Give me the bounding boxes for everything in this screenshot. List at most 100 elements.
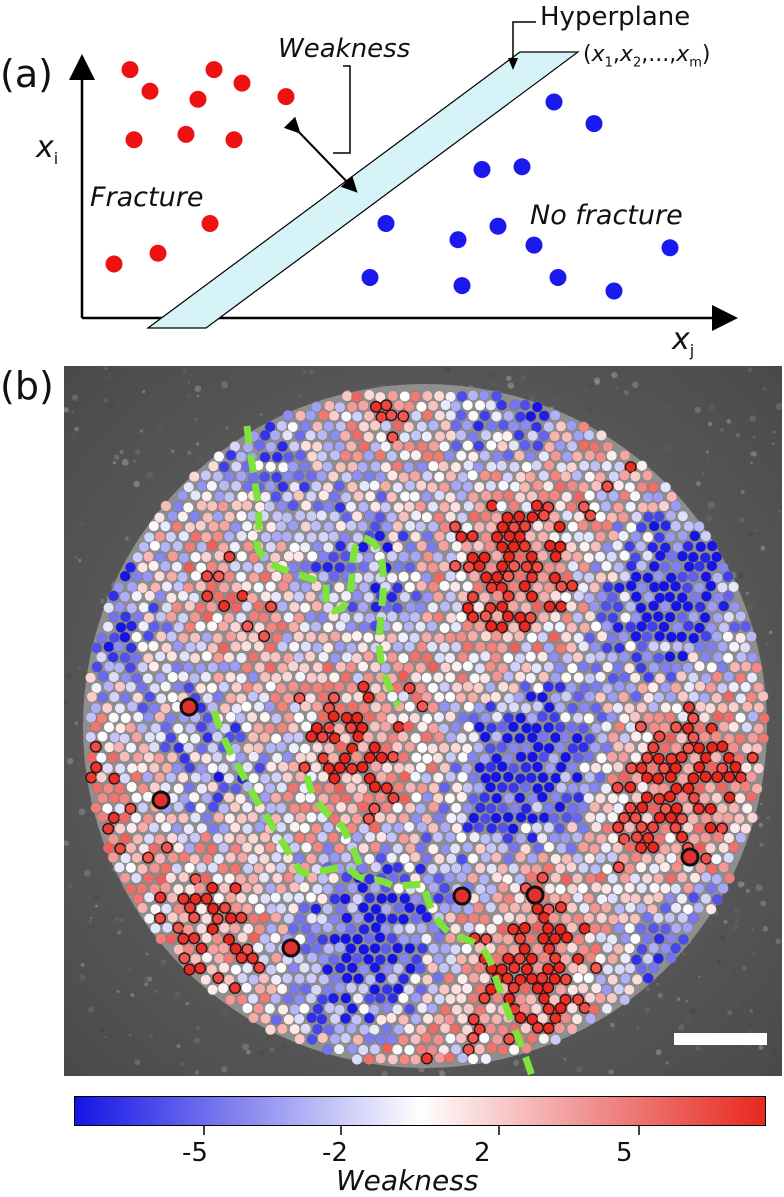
particle xyxy=(612,821,625,834)
particle xyxy=(172,640,184,652)
particle xyxy=(392,440,404,452)
particle xyxy=(735,832,747,844)
particle xyxy=(479,731,491,743)
particle xyxy=(537,550,549,562)
speckle xyxy=(676,997,681,1001)
particle xyxy=(334,441,346,453)
particle xyxy=(391,582,404,594)
particle xyxy=(148,702,160,714)
particle xyxy=(159,541,171,553)
speckle xyxy=(281,1042,288,1048)
particle xyxy=(567,782,579,794)
particle xyxy=(508,439,520,452)
particle xyxy=(369,780,382,793)
particle xyxy=(114,681,126,693)
particle xyxy=(258,753,270,765)
speckle xyxy=(775,938,781,945)
particle xyxy=(90,802,102,814)
fracture-point-5 xyxy=(233,74,251,92)
particle xyxy=(573,934,585,946)
speckle xyxy=(705,514,713,522)
particle xyxy=(200,892,213,905)
particle xyxy=(333,782,345,795)
particle xyxy=(293,490,305,502)
particle xyxy=(340,550,352,562)
particle xyxy=(397,1034,409,1046)
particle xyxy=(125,722,137,734)
particle xyxy=(571,771,583,784)
particle xyxy=(102,621,114,633)
particle xyxy=(224,994,236,1006)
particle xyxy=(264,841,276,853)
particle xyxy=(450,420,462,432)
particle xyxy=(234,712,247,724)
particle xyxy=(271,510,283,522)
particle xyxy=(480,429,492,441)
particle xyxy=(577,982,589,994)
particle xyxy=(299,560,312,572)
speckle xyxy=(152,1059,155,1063)
particle xyxy=(526,590,539,603)
particle xyxy=(450,440,463,452)
particle xyxy=(341,471,353,483)
particle xyxy=(103,602,115,614)
particle xyxy=(607,691,619,703)
particle xyxy=(687,772,700,785)
particle xyxy=(647,922,660,934)
particle xyxy=(682,540,694,552)
particle xyxy=(339,430,351,442)
particle xyxy=(467,611,480,624)
particle xyxy=(635,902,647,914)
speckle xyxy=(610,1022,615,1028)
particle xyxy=(294,913,306,925)
particle xyxy=(346,803,358,815)
particle xyxy=(682,882,694,894)
particle xyxy=(190,531,202,543)
particle xyxy=(526,852,538,864)
particle xyxy=(554,862,566,874)
particle xyxy=(472,420,485,432)
speckle xyxy=(82,969,85,972)
particle xyxy=(440,399,452,411)
speckle xyxy=(775,403,782,410)
particle xyxy=(596,590,608,603)
particle xyxy=(658,783,670,795)
particle xyxy=(369,983,381,996)
particle xyxy=(293,470,305,482)
particle xyxy=(142,630,155,642)
particle xyxy=(194,842,206,854)
particle xyxy=(200,469,212,481)
particle xyxy=(369,882,381,894)
particle xyxy=(353,490,365,502)
particle xyxy=(439,1004,451,1016)
particle xyxy=(427,962,439,974)
particle xyxy=(444,872,456,884)
particle xyxy=(555,901,568,914)
particle xyxy=(624,863,636,875)
particle xyxy=(410,550,422,562)
particle xyxy=(282,471,294,483)
no-fracture-point-13 xyxy=(661,239,679,257)
particle xyxy=(705,622,717,634)
particle xyxy=(600,560,613,572)
particle xyxy=(497,1044,509,1056)
particle xyxy=(358,923,370,935)
particle xyxy=(445,853,457,865)
particle xyxy=(537,772,549,784)
particle xyxy=(159,560,171,572)
particle xyxy=(259,571,271,583)
particle xyxy=(322,642,334,654)
particle xyxy=(426,762,438,774)
particle xyxy=(641,631,653,643)
particle xyxy=(716,802,728,814)
particle xyxy=(196,480,208,492)
particle xyxy=(421,992,433,1004)
speckle xyxy=(104,864,108,868)
particle xyxy=(716,740,729,753)
particle xyxy=(565,842,577,854)
particle xyxy=(288,962,300,974)
particle xyxy=(277,461,289,473)
particle xyxy=(259,451,271,463)
particle xyxy=(456,853,468,865)
particle xyxy=(428,440,440,452)
